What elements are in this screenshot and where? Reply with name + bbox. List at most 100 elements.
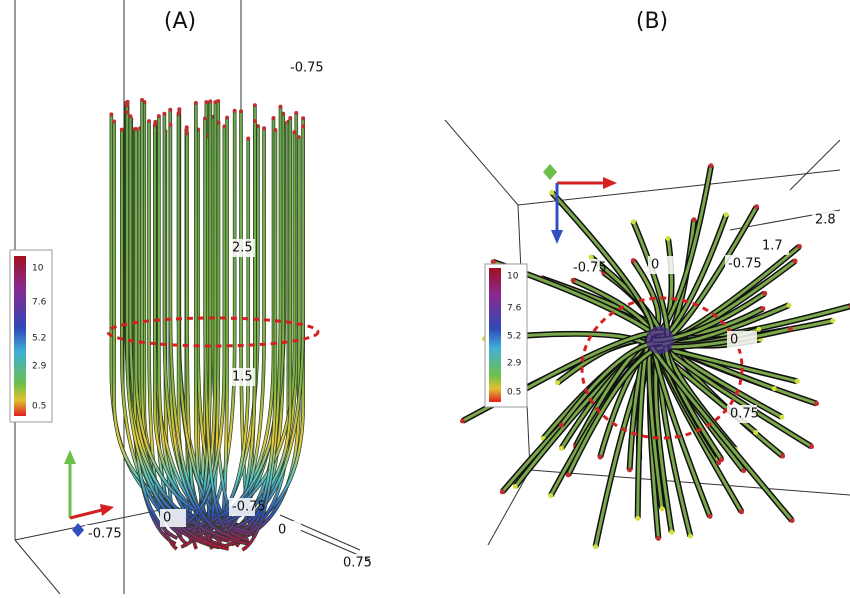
streamline-tip [558,422,564,428]
streamline-tip [112,119,117,124]
streamline-tip [723,212,729,218]
label-background [275,521,301,539]
streamline [228,126,305,531]
streamline-tip [558,445,564,451]
colorbar-tick-label: 7.6 [32,298,47,308]
streamline-tip [779,414,785,420]
axis-label: 0 [730,333,738,348]
streamline [194,113,285,528]
streamline-tip [554,380,560,386]
streamline-tip [659,506,665,512]
streamline-tip [156,114,161,119]
streamline-tip [655,535,661,541]
streamline-tip [635,515,641,521]
panel-label: (A) [164,9,196,34]
streamline-tip [588,254,594,260]
streamline [203,118,226,529]
axis-label: -0.75 [290,61,324,76]
label-background [160,509,186,527]
axis-label: 2.8 [815,213,836,228]
streamline-tip [630,219,636,225]
axis-label: -0.75 [573,261,607,276]
axis-gizmo-a [64,450,114,537]
streamline-tip [565,472,571,478]
streamline-tip [252,103,257,108]
streamline-tip [246,136,251,141]
colorbar-tick-label: 5.2 [507,332,521,342]
streamline-tip [597,454,603,460]
streamline-tip [741,468,747,474]
streamline-tip [193,101,198,106]
colorbar-tick-label: 2.9 [32,362,47,372]
label-background [725,255,755,273]
highlight-ring [106,316,320,348]
streamline-tip [627,467,633,473]
axis-gizmo-b [543,164,617,244]
axis-label: -0.75 [88,527,122,542]
streamline-tip [168,122,173,127]
highlight-ring [580,296,744,440]
streamline [133,129,178,540]
label-background [759,237,789,255]
label-background [229,498,255,516]
streamline-tip [162,111,167,116]
streamline-tip [109,112,114,117]
streamline-tip [140,98,145,103]
streamline-tip [830,318,836,324]
streamline-tip [786,302,792,308]
streamlines-a [109,98,306,552]
streamline-tip [204,100,209,105]
streamline-tip [687,533,693,539]
streamline [241,106,282,551]
streamline-tip [753,429,759,435]
streamline-tip [792,258,798,264]
streamline [210,117,292,529]
label-background [812,211,842,229]
streamline-tip [177,107,182,112]
streamline-tip [756,326,762,332]
streamline-tip [570,277,576,283]
streamline-tip [708,163,714,169]
colorbar-tick-label: 10 [32,264,44,274]
streamline-tip [814,401,820,407]
streamline-tip [548,493,554,499]
streamline-tip [499,489,505,495]
streamline-tip [512,483,518,489]
streamline-tip [301,124,306,129]
colorbar-tick-label: 2.9 [507,359,522,369]
streamline-tip [549,190,555,196]
axis-label: -0.75 [232,500,266,515]
streamline [650,345,794,522]
streamline-tip [771,386,777,392]
streamline-tip [780,453,786,459]
colorbar-tick-label: 0.5 [507,388,521,398]
streamline-tip [271,116,276,121]
axis-label: 0 [278,523,286,538]
streamline [126,112,229,551]
streamline-tip [134,126,139,131]
axis-label: 0 [651,258,659,273]
streamline-tip [232,108,237,113]
streamlines-b [460,163,850,550]
axis-label: 1.5 [232,370,253,385]
colorbar-tick-label: 5.2 [32,334,46,344]
panel-label: (B) [636,9,668,34]
axis-label: 0 [163,511,171,526]
streamline-tip [760,306,766,312]
streamline-tip [665,236,671,242]
label-background [85,525,111,543]
streamline-tip [787,326,793,332]
colorbar-tick-label: 7.6 [507,304,522,314]
streamline-tip [225,115,230,120]
axis-label: 1.7 [762,239,783,254]
streamline-tip [124,103,129,108]
label-background [727,405,757,423]
streamline-tip [239,109,244,114]
streamline [217,117,229,549]
axis-label: 0.75 [343,556,372,571]
streamline-tip [176,111,181,116]
streamline-tip [255,124,260,129]
streamline-tip [593,544,599,550]
streamline-tip [152,123,157,128]
